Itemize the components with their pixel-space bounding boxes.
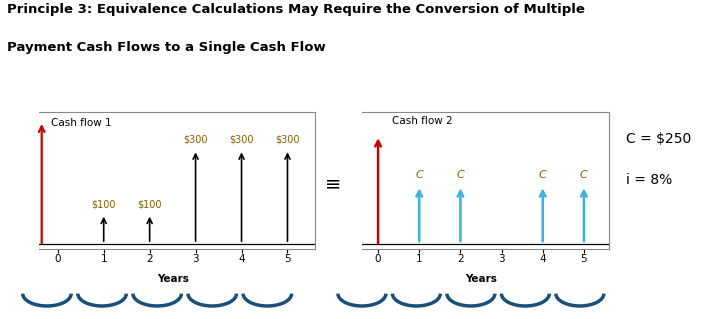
Text: $300: $300	[275, 135, 300, 145]
Text: $\equiv$: $\equiv$	[321, 174, 341, 193]
Text: Years: Years	[157, 274, 188, 284]
Text: Principle 3: Equivalence Calculations May Require the Conversion of Multiple: Principle 3: Equivalence Calculations Ma…	[7, 3, 585, 16]
Text: $300: $300	[183, 135, 208, 145]
Text: $100: $100	[137, 199, 162, 209]
Text: C: C	[539, 170, 546, 180]
Text: C: C	[580, 170, 588, 180]
Text: Payment Cash Flows to a Single Cash Flow: Payment Cash Flows to a Single Cash Flow	[7, 41, 326, 55]
Text: Cash flow 1: Cash flow 1	[51, 118, 112, 128]
Text: $300: $300	[229, 135, 253, 145]
Text: C: C	[457, 170, 464, 180]
Text: Cash flow 2: Cash flow 2	[392, 116, 453, 126]
Text: Years: Years	[465, 274, 497, 284]
Text: C: C	[415, 170, 423, 180]
Text: C = $250: C = $250	[626, 132, 692, 146]
Text: i = 8%: i = 8%	[626, 173, 673, 187]
Text: $100: $100	[92, 199, 116, 209]
